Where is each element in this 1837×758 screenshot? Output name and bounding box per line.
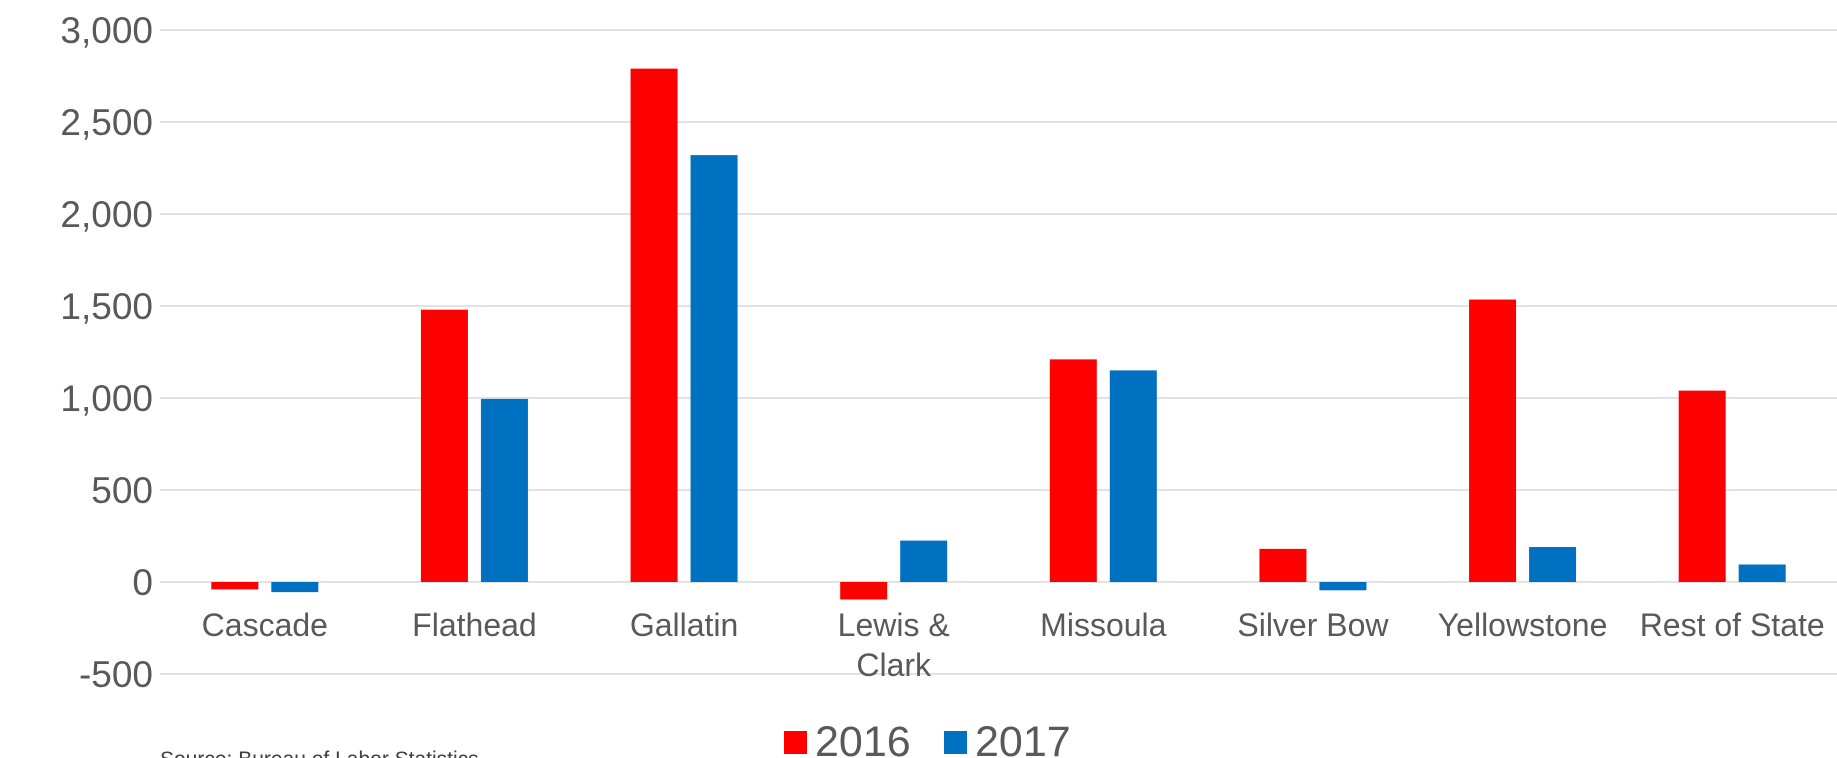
category-labels: Cascade Flathead Gallatin Lewis & Clark Misso…	[202, 607, 1825, 683]
category-label: Rest of State	[1640, 607, 1825, 643]
bar-2017-4	[1109, 370, 1157, 582]
legend-swatch-2016	[784, 731, 807, 754]
bar-2016-0	[211, 582, 259, 590]
category-label: Cascade	[202, 607, 328, 643]
category-label-line: Silver Bow	[1237, 607, 1389, 643]
legend: 2016 2017	[784, 718, 1071, 758]
category-label: Lewis & Clark	[838, 607, 950, 683]
legend-swatch-2017	[944, 731, 967, 754]
bar-2016-7	[1678, 390, 1726, 582]
legend-label-2016: 2016	[815, 718, 911, 758]
y-tick-label: 500	[91, 470, 153, 511]
y-tick-label: 2,500	[60, 102, 153, 143]
bar-2017-2	[690, 155, 738, 582]
y-tick-label: 1,500	[60, 286, 153, 327]
category-label: Flathead	[412, 607, 537, 643]
bar-2017-5	[1319, 582, 1367, 591]
y-tick-label: 3,000	[60, 10, 153, 51]
bar-2016-2	[630, 68, 678, 582]
category-label: Yellowstone	[1438, 607, 1608, 643]
gridlines	[160, 29, 1837, 675]
y-tick-label: 0	[132, 562, 153, 603]
bars	[211, 68, 1786, 600]
bar-2016-6	[1469, 299, 1517, 582]
category-label-line: Clark	[856, 647, 932, 683]
category-label: Silver Bow	[1237, 607, 1389, 643]
source-note: Source: Bureau of Labor Statistics	[160, 748, 479, 758]
category-label-line: Gallatin	[630, 607, 739, 643]
category-label-line: Flathead	[412, 607, 537, 643]
bar-2017-6	[1529, 547, 1577, 582]
bar-2017-3	[900, 540, 948, 582]
category-label-line: Cascade	[202, 607, 328, 643]
bar-2017-7	[1738, 564, 1786, 582]
category-label-line: Rest of State	[1640, 607, 1825, 643]
y-tick-label: 2,000	[60, 194, 153, 235]
category-label-line: Lewis &	[838, 607, 950, 643]
y-tick-label: -500	[79, 654, 153, 695]
bar-2016-1	[420, 309, 468, 582]
y-tick-label: 1,000	[60, 378, 153, 419]
bar-2016-3	[840, 582, 888, 600]
y-axis-tick-labels: -500 0 500 1,000 1,500 2,000 2,500 3,000	[60, 10, 153, 695]
category-label: Gallatin	[630, 607, 739, 643]
legend-label-2017: 2017	[975, 718, 1071, 758]
category-label: Missoula	[1040, 607, 1166, 643]
bar-2016-5	[1259, 548, 1307, 582]
bar-2017-1	[480, 398, 528, 582]
category-label-line: Yellowstone	[1438, 607, 1608, 643]
bar-2017-0	[271, 582, 319, 593]
category-label-line: Missoula	[1040, 607, 1166, 643]
bar-2016-4	[1049, 359, 1097, 582]
